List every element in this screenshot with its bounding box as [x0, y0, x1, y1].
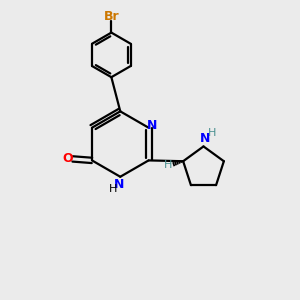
- Text: O: O: [62, 152, 73, 165]
- Text: N: N: [147, 119, 158, 132]
- Text: Br: Br: [103, 10, 119, 23]
- Text: H: H: [208, 128, 216, 138]
- Text: H: H: [164, 160, 172, 170]
- Text: N: N: [200, 132, 210, 145]
- Text: H: H: [109, 184, 117, 194]
- Text: N: N: [114, 178, 124, 191]
